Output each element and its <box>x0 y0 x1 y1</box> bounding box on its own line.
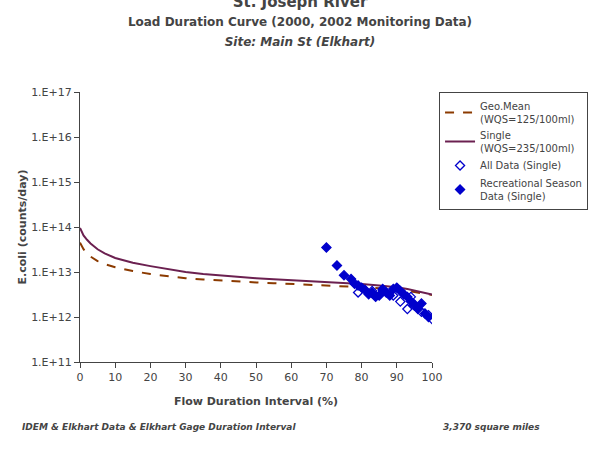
svg-text:E.coli (counts/day): E.coli (counts/day) <box>16 170 29 285</box>
svg-text:Geo.Mean(WQS=125/100ml): Geo.Mean(WQS=125/100ml) <box>480 101 574 125</box>
svg-text:1.E+12: 1.E+12 <box>31 311 72 324</box>
svg-text:3,370 square miles: 3,370 square miles <box>443 422 540 432</box>
svg-text:St. Joseph RiverLoad Duration: St. Joseph RiverLoad Duration Curve (200… <box>128 0 472 49</box>
svg-text:1.E+11: 1.E+11 <box>31 356 72 369</box>
svg-text:90: 90 <box>390 371 404 384</box>
svg-text:1.E+14: 1.E+14 <box>31 221 72 234</box>
svg-text:1.E+17: 1.E+17 <box>31 86 72 99</box>
svg-text:All Data (Single): All Data (Single) <box>480 160 561 171</box>
svg-text:60: 60 <box>284 371 298 384</box>
svg-text:Single(WQS=235/100ml): Single(WQS=235/100ml) <box>480 130 574 154</box>
svg-text:Flow Duration Interval (%): Flow Duration Interval (%) <box>174 395 338 408</box>
svg-text:50: 50 <box>249 371 263 384</box>
svg-text:1.E+13: 1.E+13 <box>31 266 72 279</box>
svg-text:1.E+15: 1.E+15 <box>31 176 72 189</box>
svg-text:100: 100 <box>422 371 443 384</box>
svg-text:0: 0 <box>77 371 84 384</box>
svg-text:30: 30 <box>179 371 193 384</box>
svg-text:Recreational SeasonData (Singl: Recreational SeasonData (Single) <box>480 178 582 202</box>
svg-text:70: 70 <box>319 371 333 384</box>
svg-text:20: 20 <box>143 371 157 384</box>
svg-text:1.E+16: 1.E+16 <box>31 131 72 144</box>
svg-text:IDEM & Elkhart Data & Elkhart: IDEM & Elkhart Data & Elkhart Gage Durat… <box>22 422 296 432</box>
svg-text:10: 10 <box>108 371 122 384</box>
svg-text:80: 80 <box>355 371 369 384</box>
svg-text:40: 40 <box>214 371 228 384</box>
